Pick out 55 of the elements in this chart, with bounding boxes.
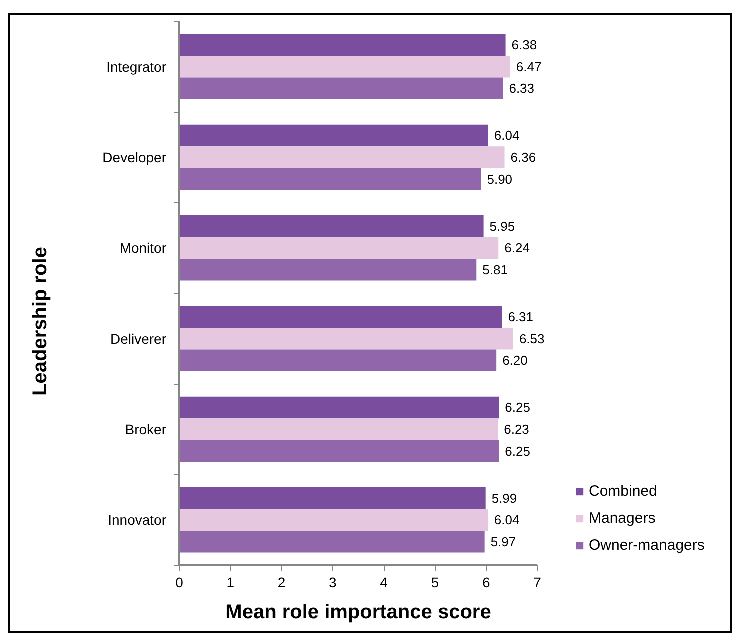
x-tick-label: 3 (329, 574, 338, 590)
data-label: 6.36 (510, 150, 536, 165)
bar (180, 488, 486, 510)
x-tick-label: 2 (278, 574, 286, 590)
data-label: 6.31 (508, 310, 534, 325)
legend-label: Managers (589, 509, 656, 527)
x-tick-label: 7 (534, 574, 542, 590)
bar (180, 34, 506, 56)
bar (180, 168, 482, 190)
y-tick-label: Broker (125, 422, 167, 438)
x-axis-title: Mean role importance score (226, 602, 492, 624)
y-tick-label: Developer (102, 150, 167, 166)
data-label: 6.23 (504, 422, 530, 437)
legend-label: Owner-managers (589, 536, 705, 554)
data-label: 6.53 (519, 331, 545, 346)
bar (180, 259, 477, 281)
bar (180, 216, 484, 238)
x-tick-label: 0 (176, 574, 184, 590)
bar (180, 509, 488, 532)
bar (180, 306, 502, 328)
x-tick-label: 1 (226, 574, 235, 590)
bar (180, 146, 505, 168)
bar (180, 440, 500, 462)
data-label: 6.25 (505, 444, 530, 459)
y-axis-title: Leadership role (30, 247, 52, 396)
bar (180, 328, 514, 350)
data-label: 6.04 (494, 512, 520, 528)
data-label: 6.38 (512, 38, 538, 53)
data-label: 6.04 (494, 128, 520, 144)
bar (180, 124, 488, 147)
data-label: 6.20 (502, 353, 528, 368)
bar (180, 56, 510, 78)
x-tick-label: 4 (380, 574, 388, 590)
bar (180, 237, 499, 260)
bar (180, 531, 485, 553)
data-label: 5.81 (482, 262, 508, 278)
data-label: 5.97 (490, 534, 516, 550)
x-tick-label: 6 (482, 574, 490, 590)
data-label: 6.33 (509, 81, 535, 96)
y-tick-label: Monitor (120, 240, 167, 256)
bar (180, 78, 504, 100)
bar (180, 350, 497, 372)
data-label: 6.24 (504, 240, 530, 256)
bar (180, 396, 500, 419)
y-tick-label: Innovator (108, 512, 167, 528)
y-tick-label: Deliverer (110, 330, 167, 347)
y-tick-label: Integrator (106, 58, 167, 75)
data-label: 6.25 (505, 400, 530, 416)
x-tick-label: 5 (431, 574, 440, 590)
data-label: 6.47 (516, 59, 542, 74)
bar (180, 418, 498, 440)
data-label: 5.90 (487, 172, 513, 187)
data-label: 5.95 (490, 218, 516, 234)
legend-label: Combined (589, 482, 658, 500)
data-label: 5.99 (492, 490, 518, 506)
